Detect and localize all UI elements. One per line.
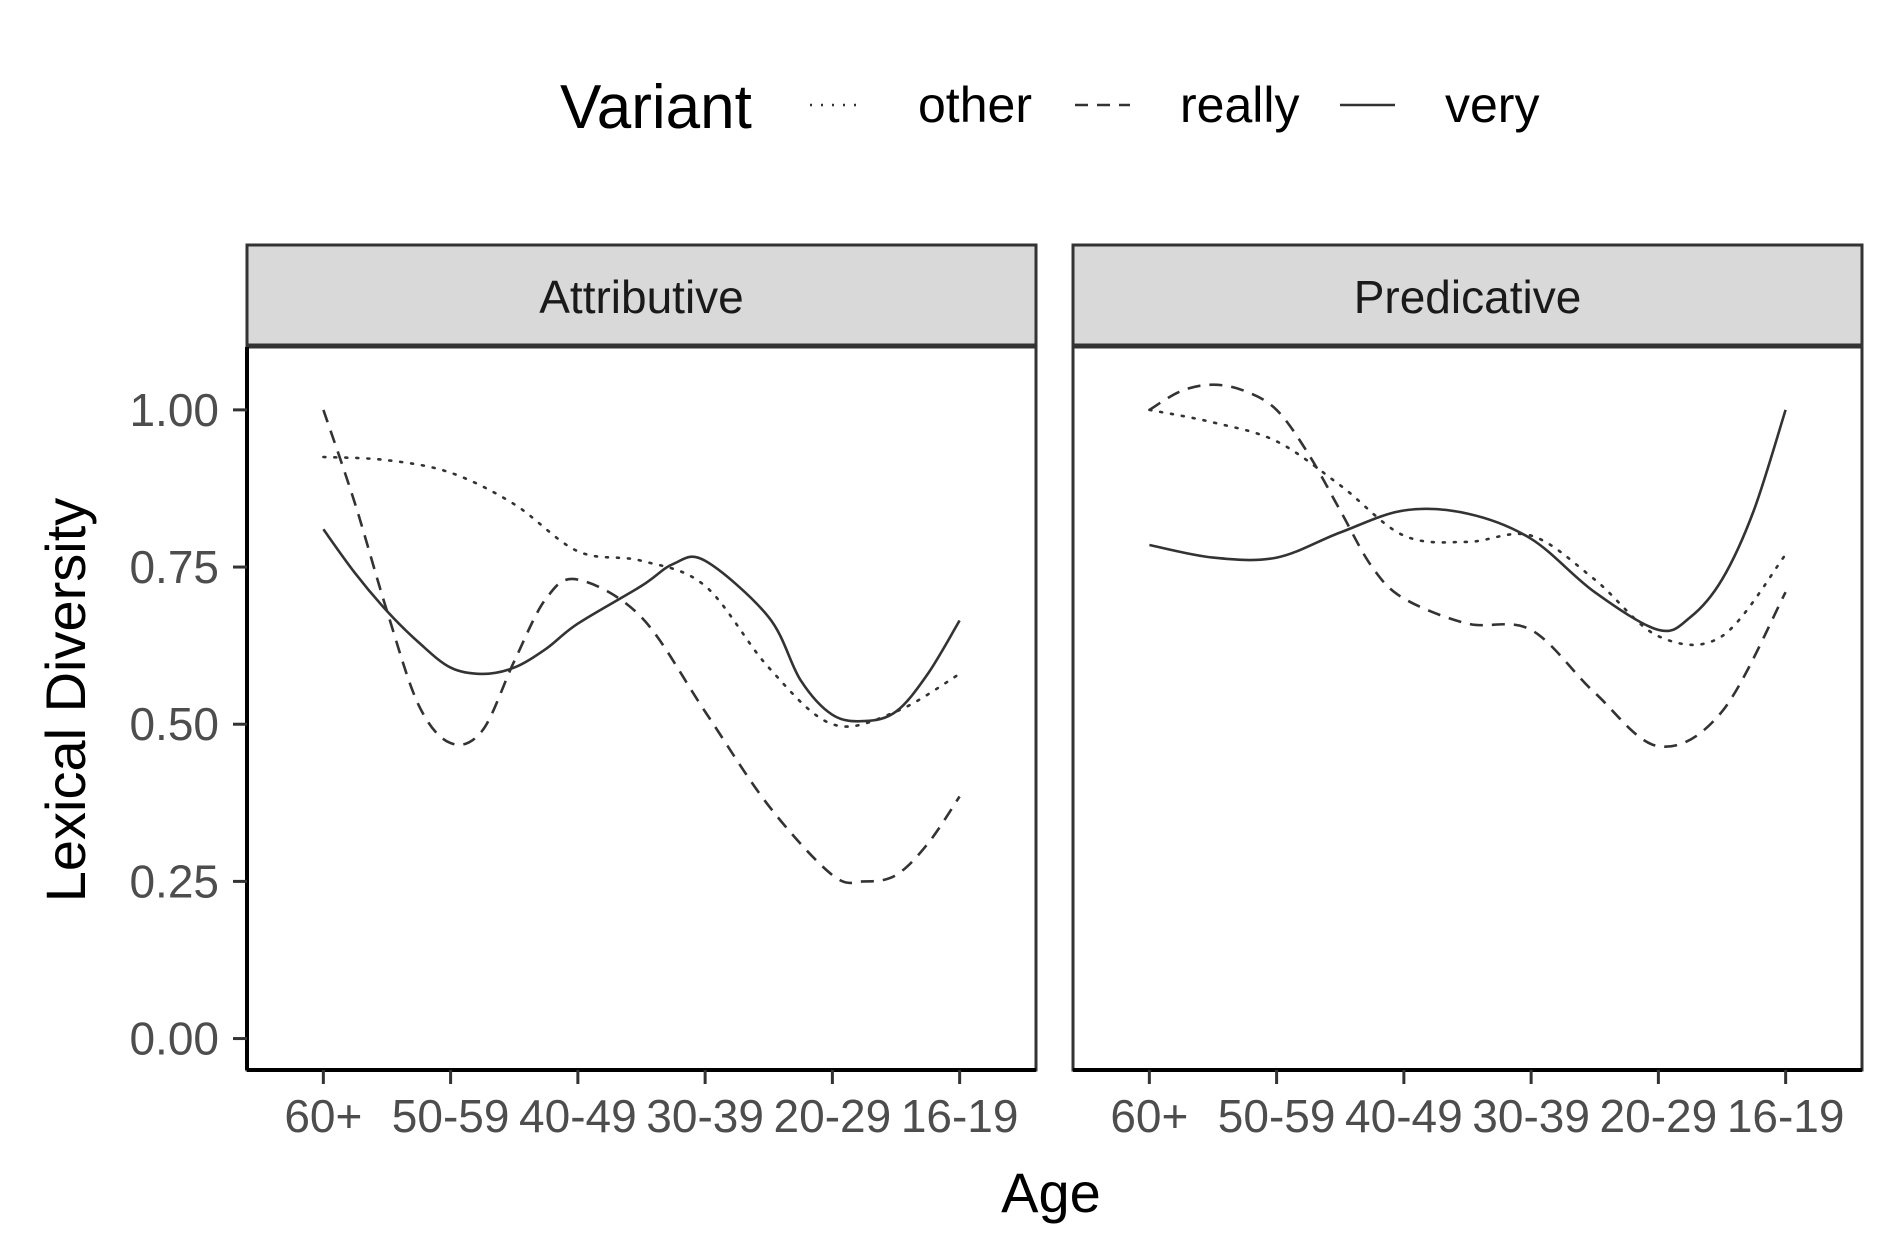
x-tick-label: 16-19 (901, 1090, 1019, 1142)
x-tick-label: 20-29 (1600, 1090, 1718, 1142)
facet-strip-label: Predicative (1354, 271, 1582, 323)
x-tick-label: 50-59 (1218, 1090, 1336, 1142)
facet-strip-label: Attributive (539, 271, 744, 323)
series-line-very (1149, 409, 1787, 633)
plot-panel-border (245, 345, 1038, 1072)
x-tick-label: 40-49 (1345, 1090, 1463, 1142)
x-tick-label: 20-29 (774, 1090, 892, 1142)
y-tick-label: 1.00 (129, 384, 219, 436)
x-tick-label: 30-39 (646, 1090, 764, 1142)
panel-predicative: Predicative 60+ 50-59 40-49 30-39 20-29 16-19 (1071, 243, 1864, 1142)
y-tick-label: 0.00 (129, 1013, 219, 1065)
x-axis-label: Age (1001, 1161, 1101, 1224)
y-tick-label: 0.50 (129, 698, 219, 750)
x-tick-label: 40-49 (519, 1090, 637, 1142)
legend-label-really: really (1180, 77, 1299, 133)
plot-panel-border (1071, 345, 1864, 1072)
x-tick-label: 30-39 (1472, 1090, 1590, 1142)
x-tick-label: 60+ (1110, 1090, 1188, 1142)
facet-strip (1071, 243, 1864, 347)
legend-label-very: very (1445, 77, 1539, 133)
legend-title: Variant (560, 73, 752, 142)
x-tick-label: 50-59 (392, 1090, 510, 1142)
x-tick-label: 16-19 (1727, 1090, 1845, 1142)
legend-label-other: other (918, 77, 1032, 133)
y-tick-label: 0.25 (129, 855, 219, 907)
facet-strip (245, 243, 1038, 347)
y-tick-label: 0.75 (129, 541, 219, 593)
panel-attributive: Attributive 0.00 0.25 0.50 0.75 1.00 60+ 50-59 4… (129, 243, 1038, 1142)
series-line-very (322, 528, 961, 723)
series-line-other (322, 455, 961, 728)
y-axis-label: Lexical Diversity (34, 498, 97, 903)
x-tick-label: 60+ (284, 1090, 362, 1142)
series-line-other (1148, 408, 1787, 647)
legend: Variant other really very (560, 73, 1539, 142)
series-line-really (322, 409, 961, 885)
